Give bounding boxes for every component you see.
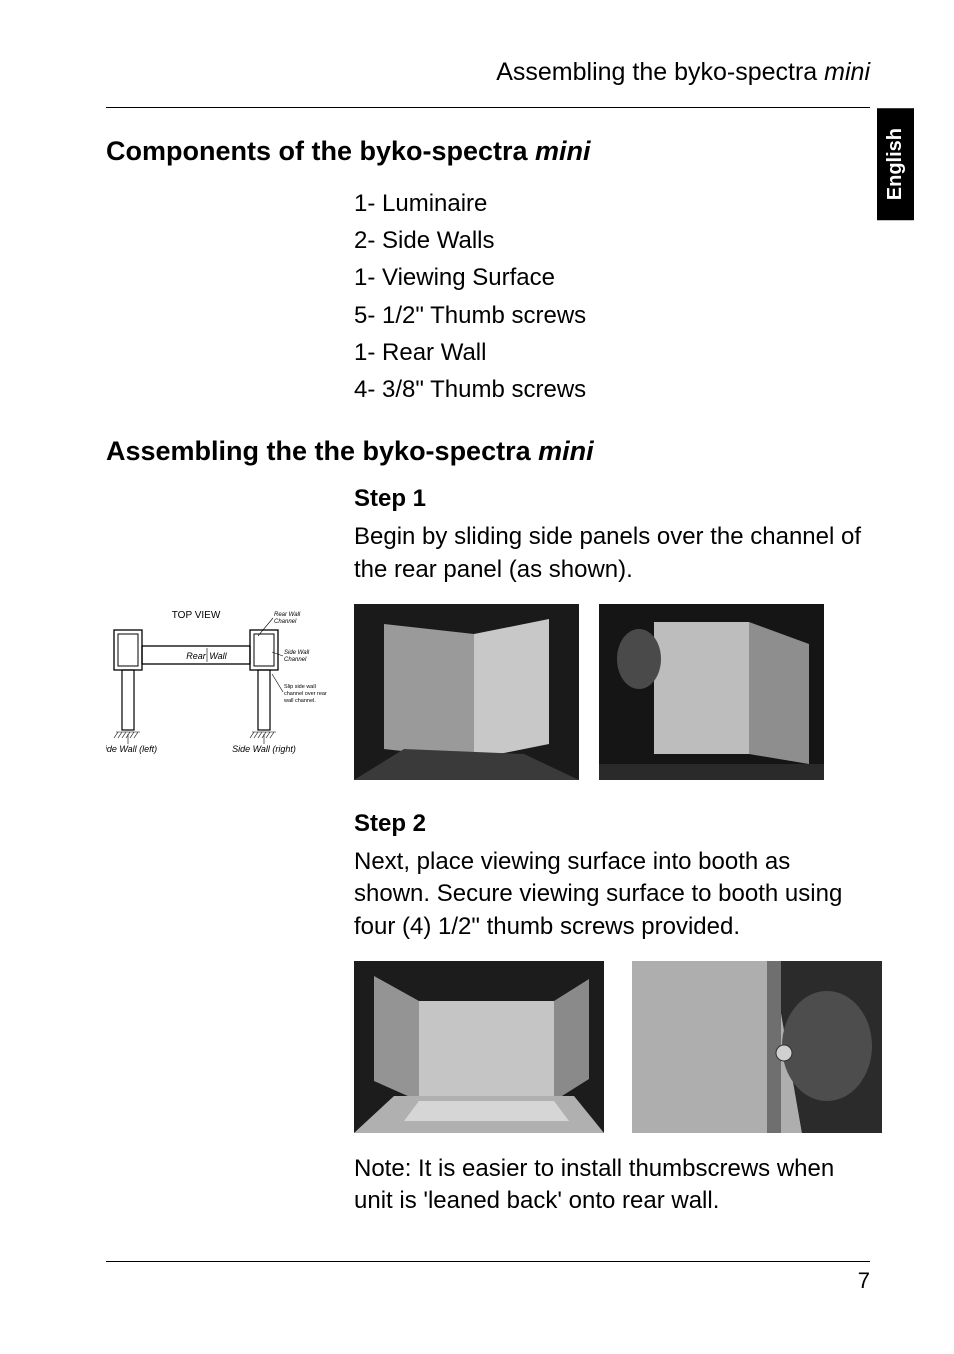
side-wall-right-label: Side Wall (right) xyxy=(232,744,296,754)
step2-title: Step 2 xyxy=(354,810,870,838)
components-heading: Components of the byko-spectra mini xyxy=(106,136,870,167)
rear-wall-channel-label-1: Rear Wall xyxy=(274,612,301,618)
components-heading-prefix: Components of the byko-spectra xyxy=(106,136,535,166)
step1-body: Begin by sliding side panels over the ch… xyxy=(354,521,870,586)
component-item: 5- 1/2" Thumb screws xyxy=(354,297,870,334)
step1-block: Step 1 Begin by sliding side panels over… xyxy=(354,485,870,586)
components-heading-suffix: mini xyxy=(535,136,591,166)
components-list: 1- Luminaire 2- Side Walls 1- Viewing Su… xyxy=(354,185,870,408)
step2-photo-1 xyxy=(354,961,604,1133)
component-item: 1- Rear Wall xyxy=(354,334,870,371)
header-rule xyxy=(106,107,870,108)
diagram-top-label: TOP VIEW xyxy=(172,610,221,621)
page-number: 7 xyxy=(106,1268,870,1294)
running-header: Assembling the byko-spectra mini xyxy=(106,58,870,87)
step1-photo-1 xyxy=(354,604,579,780)
side-wall-channel-1: Side Wall xyxy=(284,650,310,656)
assembling-heading: Assembling the the byko-spectra mini xyxy=(106,436,870,467)
header-text: Assembling the byko-spectra mini xyxy=(496,58,870,87)
header-prefix: Assembling the byko-spectra xyxy=(496,58,824,86)
diagram-svg: TOP VIEW Rear Wall Channel Rear Wall xyxy=(106,604,334,764)
rear-wall-label-2: Wall xyxy=(209,651,227,661)
step2-note: Note: It is easier to install thumbscrew… xyxy=(354,1153,870,1218)
component-item: 1- Luminaire xyxy=(354,185,870,222)
side-wall-channel-2: Channel xyxy=(284,657,307,663)
step1-title: Step 1 xyxy=(354,485,870,513)
language-tab: English xyxy=(877,108,914,220)
rear-wall-label: Rear xyxy=(186,651,207,661)
step2-photo-2 xyxy=(632,961,882,1133)
page: Assembling the byko-spectra mini English… xyxy=(0,0,954,1354)
step2-figures xyxy=(354,961,870,1133)
rear-wall-channel-label-2: Channel xyxy=(274,619,297,625)
slip-note-2: channel over rear xyxy=(284,691,327,697)
step2-block: Step 2 Next, place viewing surface into … xyxy=(354,810,870,943)
assembling-heading-suffix: mini xyxy=(538,436,594,466)
step2-body: Next, place viewing surface into booth a… xyxy=(354,846,870,943)
component-item: 4- 3/8" Thumb screws xyxy=(354,371,870,408)
slip-note-1: Slip side wall xyxy=(284,684,316,690)
component-item: 2- Side Walls xyxy=(354,222,870,259)
footer-rule xyxy=(106,1261,870,1262)
step1-photo-2 xyxy=(599,604,824,780)
component-item: 1- Viewing Surface xyxy=(354,259,870,296)
side-wall-left-label: Side Wall (left) xyxy=(106,744,157,754)
header-suffix: mini xyxy=(824,58,870,86)
top-view-diagram: TOP VIEW Rear Wall Channel Rear Wall xyxy=(106,604,334,764)
step1-figures: TOP VIEW Rear Wall Channel Rear Wall xyxy=(106,604,870,780)
footer: 7 xyxy=(106,1261,870,1294)
assembling-heading-prefix: Assembling the the byko-spectra xyxy=(106,436,538,466)
slip-note-3: wall channel. xyxy=(283,698,316,704)
